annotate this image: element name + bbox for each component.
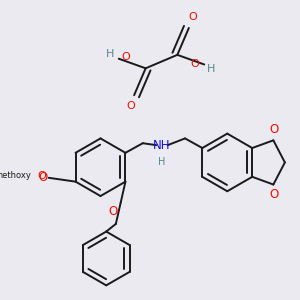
Text: O: O xyxy=(191,59,200,70)
Text: H: H xyxy=(106,49,114,59)
Text: O: O xyxy=(38,171,48,184)
Text: NH: NH xyxy=(153,139,171,152)
Text: H: H xyxy=(158,157,166,167)
Text: O: O xyxy=(122,52,130,62)
Text: O: O xyxy=(188,12,197,22)
Text: O: O xyxy=(270,124,279,136)
Text: O: O xyxy=(109,205,118,218)
Text: methoxy: methoxy xyxy=(0,171,32,180)
Text: O: O xyxy=(270,188,279,201)
Text: H: H xyxy=(207,64,215,74)
Text: O: O xyxy=(37,171,46,181)
Text: O: O xyxy=(126,101,135,111)
